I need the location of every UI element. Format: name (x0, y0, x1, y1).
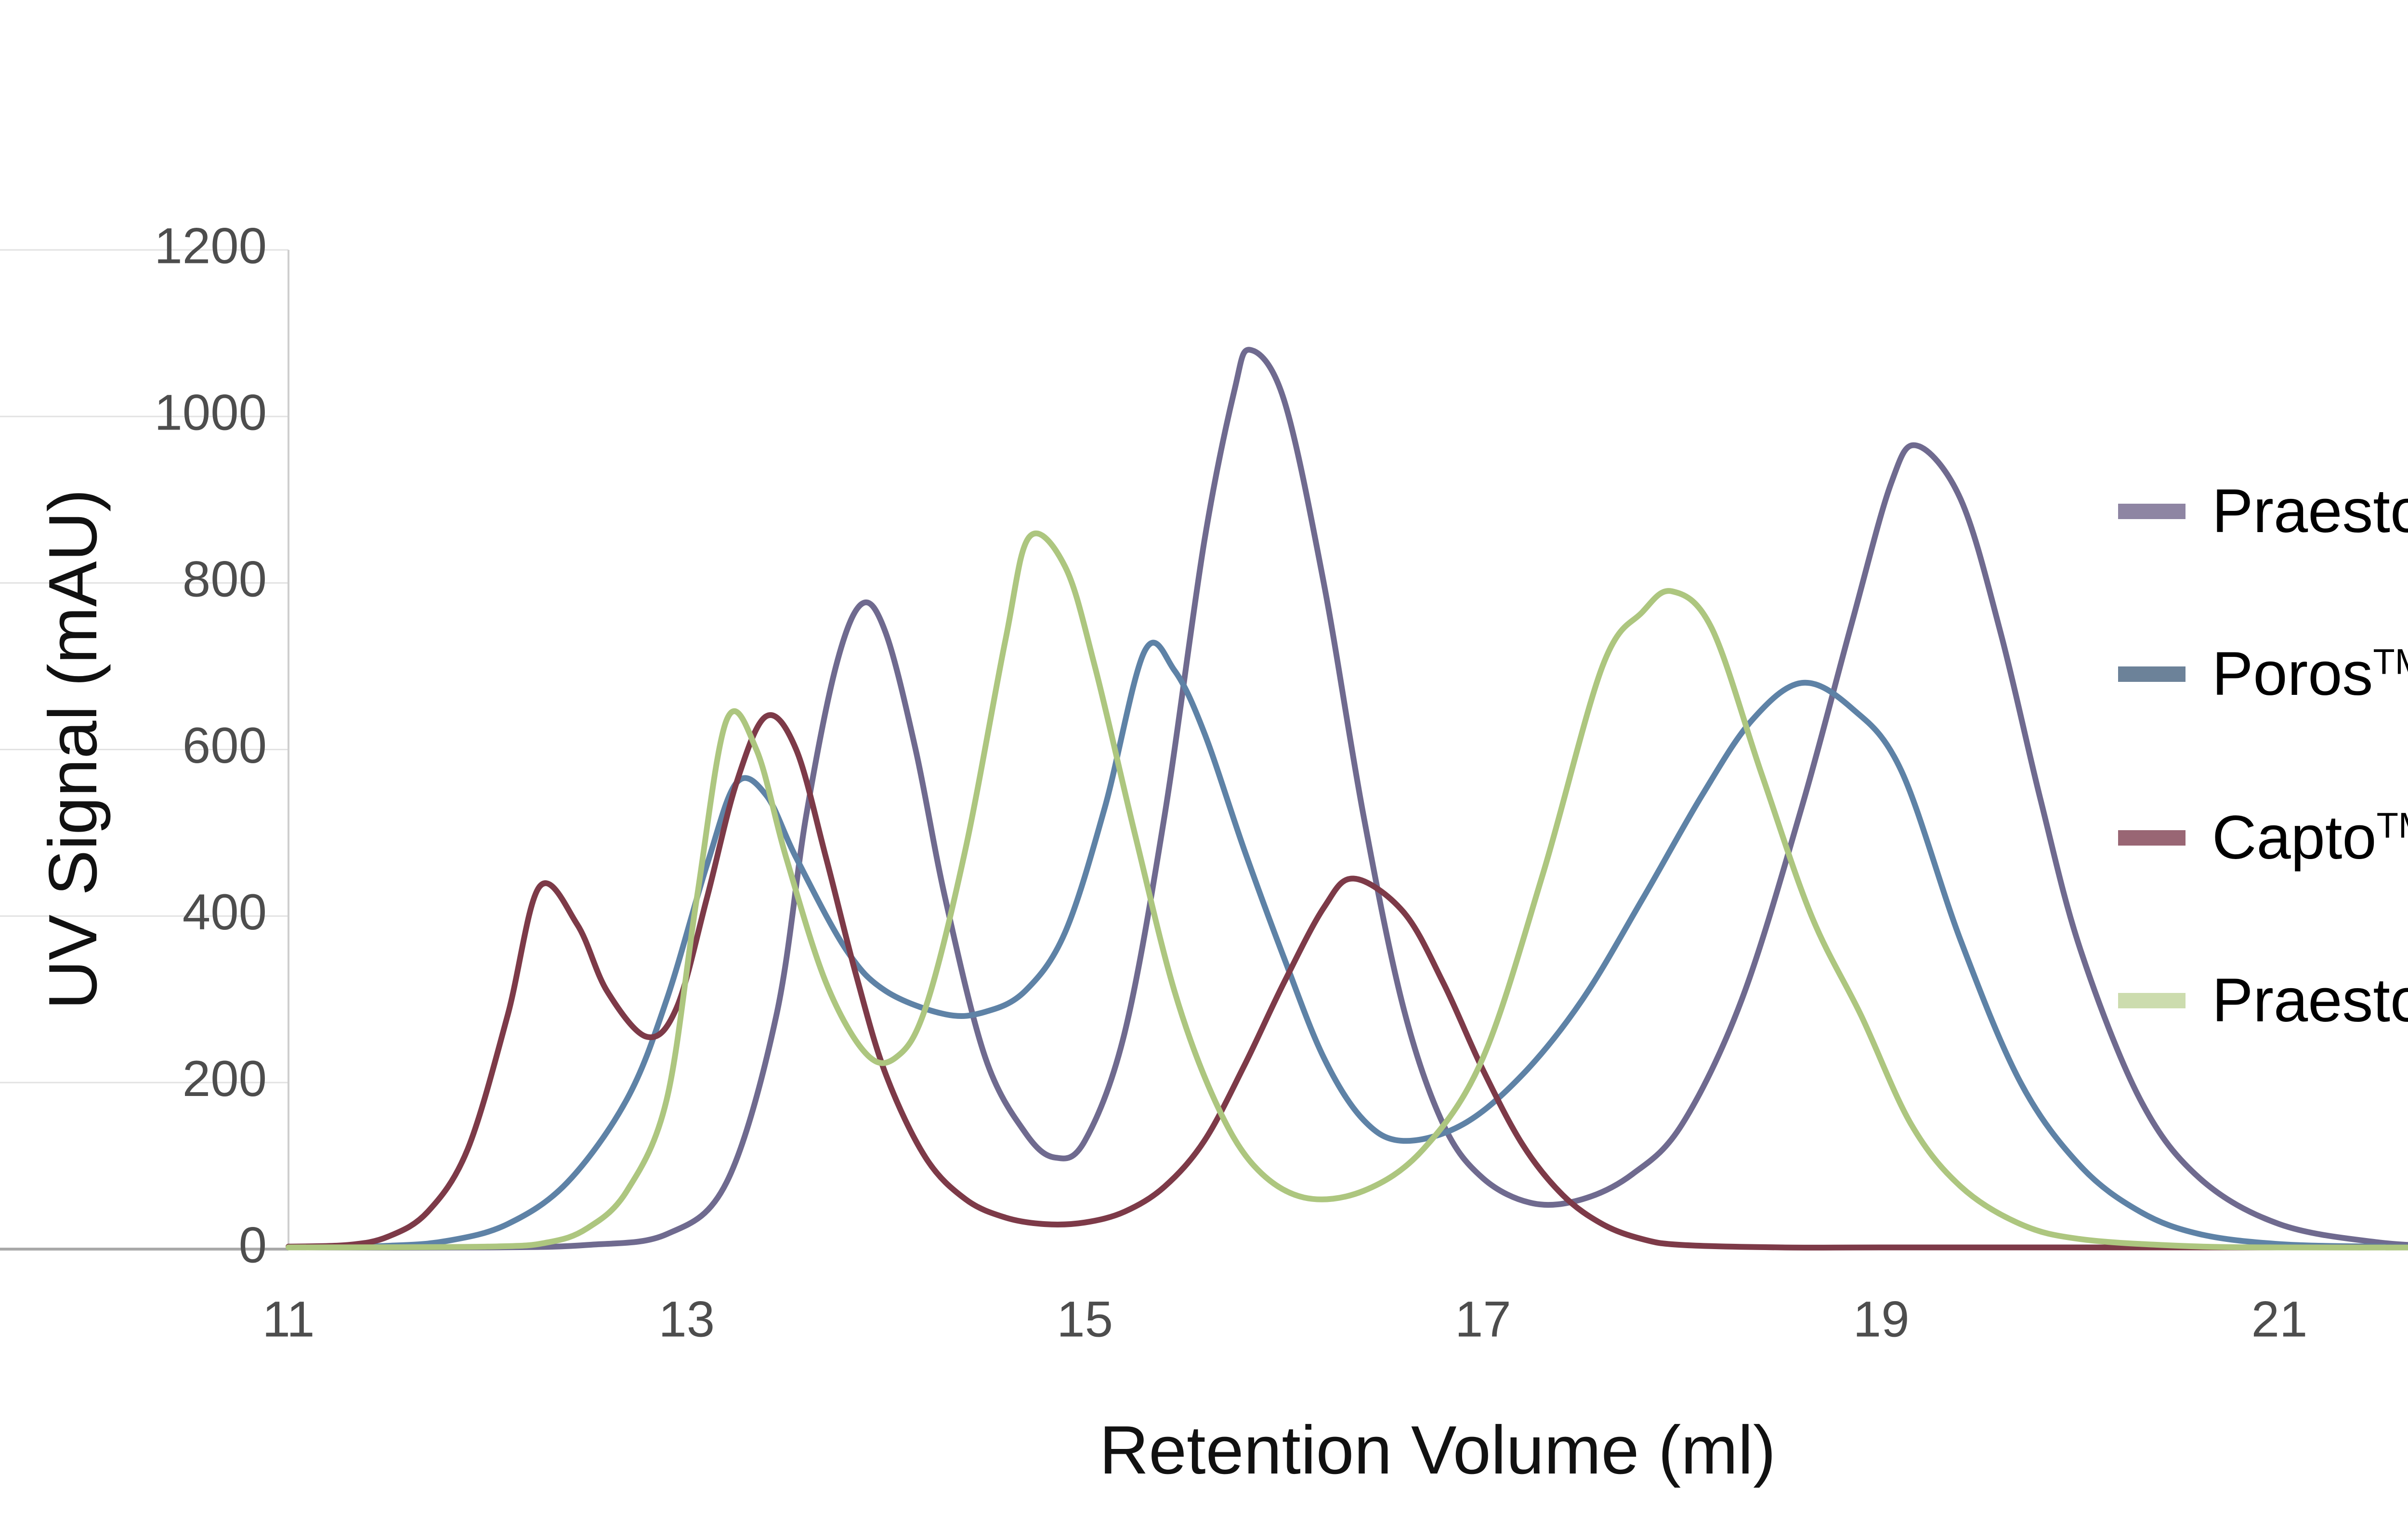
y-tick-label: 600 (183, 717, 267, 774)
y-axis-title: UV Signal (mAU) (35, 489, 111, 1009)
series-line-0 (286, 347, 2408, 1251)
x-tick-label: 13 (658, 1291, 715, 1348)
y-tick-label: 1000 (154, 385, 267, 441)
y-tick-label: 800 (183, 551, 267, 607)
x-tick-label: 19 (1853, 1291, 1910, 1348)
gridlines-group (0, 249, 289, 1251)
tick-labels-group: 11 13 15 17 19 21 0 200 400 600 800 1000 1200 (154, 218, 2307, 1348)
series-line-1 (286, 639, 2408, 1251)
x-tick-label: 15 (1057, 1291, 1113, 1348)
y-tick-label: 400 (183, 884, 267, 940)
x-tick-label: 11 (262, 1291, 315, 1348)
y-tick-label: 0 (239, 1217, 267, 1274)
x-axis-title: Retention Volume (ml) (1099, 1412, 1776, 1488)
series-line-3 (286, 530, 2408, 1251)
y-tick-label: 200 (183, 1051, 267, 1107)
y-tick-label: 1200 (154, 218, 267, 274)
x-tick-label: 21 (2251, 1291, 2308, 1348)
series-lines-group (286, 347, 2408, 1251)
series-line-2 (286, 712, 2408, 1251)
x-tick-label: 17 (1455, 1291, 1511, 1348)
